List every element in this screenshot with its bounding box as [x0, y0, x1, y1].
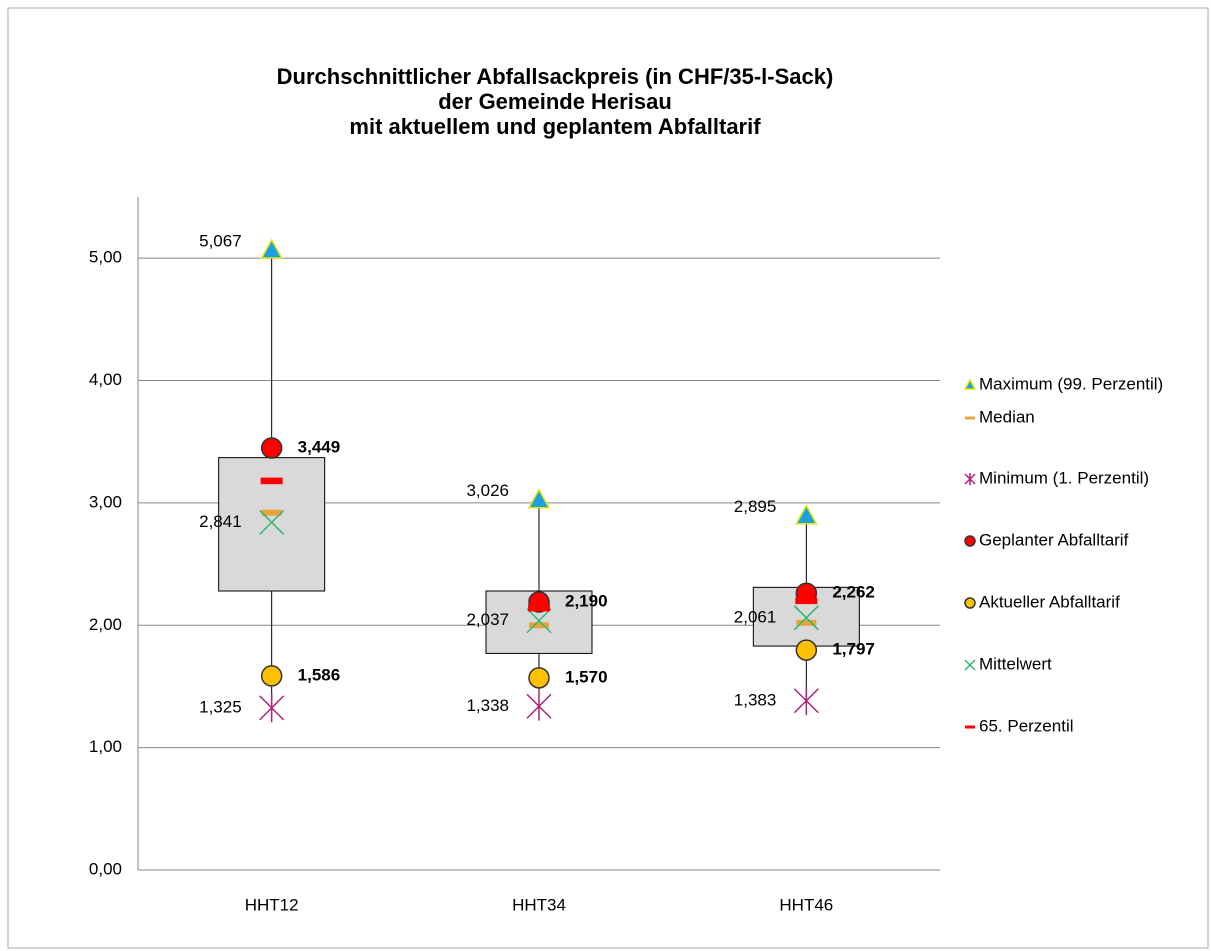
marker	[963, 378, 977, 390]
data-label: 1,338	[466, 696, 509, 715]
circle	[964, 535, 976, 547]
data-label: 2,262	[832, 583, 875, 602]
legend-label: Minimum (1. Perzentil)	[979, 468, 1149, 487]
star	[526, 691, 552, 721]
dash	[965, 725, 975, 729]
legend-label: 65. Perzentil	[979, 716, 1074, 735]
data-label: 1,383	[734, 690, 777, 709]
legend-label: Geplanter Abfalltarif	[979, 530, 1129, 549]
y-tick-label: 5,00	[89, 248, 122, 267]
data-label: 2,061	[734, 607, 777, 626]
marker	[259, 693, 285, 723]
triangle	[963, 378, 977, 390]
y-tick-label: 3,00	[89, 492, 122, 511]
star	[793, 686, 819, 716]
data-label: 2,190	[565, 592, 608, 611]
marker	[259, 509, 285, 535]
marker	[527, 488, 551, 509]
star	[964, 473, 976, 485]
chart-border	[7, 7, 1209, 949]
marker	[795, 639, 818, 661]
circle	[260, 665, 283, 687]
dash	[261, 509, 282, 516]
y-tick-label: 2,00	[89, 615, 122, 634]
cross	[259, 509, 285, 535]
marker	[964, 659, 976, 671]
marker	[261, 509, 282, 516]
chart-title: Durchschnittlicher Abfallsackpreis (in C…	[277, 64, 834, 89]
chart-title: der Gemeinde Herisau	[438, 89, 672, 114]
circle	[964, 597, 976, 609]
marker	[528, 667, 550, 689]
dash	[795, 597, 818, 605]
dash	[260, 477, 283, 485]
marker	[793, 686, 819, 716]
data-label: 1,325	[199, 697, 242, 716]
marker	[795, 597, 818, 605]
chart-title: mit aktuellem und geplantem Abfalltarif	[349, 114, 761, 139]
legend-label: Maximum (99. Perzentil)	[979, 374, 1163, 393]
data-label: 3,026	[466, 481, 509, 500]
data-label: 2,895	[734, 497, 777, 516]
circle	[795, 639, 818, 661]
legend-label: Median	[979, 407, 1035, 426]
circle	[260, 437, 283, 459]
data-label: 2,841	[199, 512, 242, 531]
marker	[795, 504, 818, 525]
marker	[793, 605, 819, 631]
marker	[526, 608, 552, 634]
triangle	[795, 504, 818, 525]
x-tick-label: HHT12	[245, 895, 299, 914]
dash	[529, 622, 549, 629]
y-tick-label: 1,00	[89, 737, 122, 756]
data-label: 1,797	[832, 640, 875, 659]
marker	[260, 437, 283, 459]
dash	[796, 619, 817, 626]
marker	[528, 604, 550, 612]
cross	[526, 608, 552, 634]
marker	[526, 691, 552, 721]
marker	[260, 477, 283, 485]
legend-label: Mittelwert	[979, 654, 1052, 673]
marker	[260, 665, 283, 687]
data-label: 1,586	[298, 665, 341, 684]
circle	[528, 667, 550, 689]
marker	[260, 238, 283, 259]
dash	[965, 416, 975, 420]
marker	[965, 725, 975, 729]
marker	[964, 535, 976, 547]
marker	[796, 619, 817, 626]
cross	[793, 605, 819, 631]
triangle	[260, 238, 283, 259]
y-tick-label: 0,00	[89, 859, 122, 878]
legend-label: Aktueller Abfalltarif	[979, 592, 1120, 611]
marker	[964, 597, 976, 609]
x-tick-label: HHT46	[779, 895, 833, 914]
marker	[964, 473, 976, 485]
dash	[528, 604, 550, 612]
data-label: 1,570	[565, 667, 608, 686]
data-label: 2,037	[466, 610, 509, 629]
y-tick-label: 4,00	[89, 370, 122, 389]
data-label: 5,067	[199, 231, 242, 250]
cross	[964, 659, 976, 671]
star	[259, 693, 285, 723]
marker	[529, 622, 549, 629]
marker	[965, 416, 975, 420]
triangle	[527, 488, 551, 509]
data-label: 3,449	[298, 437, 341, 456]
x-tick-label: HHT34	[512, 895, 566, 914]
